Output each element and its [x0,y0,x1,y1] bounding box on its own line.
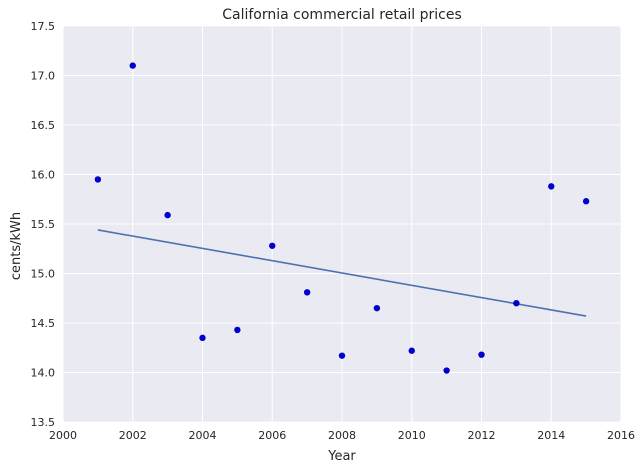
data-point [443,367,450,374]
scatter-points [94,62,590,374]
x-tick-label: 2002 [119,429,147,442]
y-tick-label: 13.5 [31,416,56,429]
data-point [338,352,346,359]
trend-line [97,229,587,317]
y-tick-label: 17.0 [31,70,56,83]
data-point [129,62,136,69]
y-tick-label: 16.5 [31,119,56,132]
gridlines [62,25,622,423]
y-tick-label: 14.0 [31,367,56,380]
data-point [513,300,520,307]
data-point [94,176,102,183]
y-tick-label: 17.5 [31,20,56,33]
x-tick-label: 2004 [189,429,217,442]
x-tick-label: 2014 [537,429,565,442]
data-point [164,211,171,219]
y-axis-label: cents/kWh [9,212,24,280]
x-tick-label: 2008 [328,429,356,442]
data-point [548,183,555,190]
x-tick-label: 2012 [468,429,496,442]
data-point [199,334,206,342]
y-tick-label: 15.5 [31,218,56,231]
x-axis-ticks: 2000 2002 2004 2006 2008 2010 2012 2014 2016 [49,429,635,442]
trend-line-layer [97,229,587,317]
y-axis-ticks: 13.5 14.0 14.5 15.0 15.5 16.0 16.5 17.0 17.5 [31,20,56,429]
data-point [234,326,241,334]
data-point [408,347,415,354]
data-point [478,351,485,358]
x-tick-label: 2006 [258,429,286,442]
x-tick-label: 2000 [49,429,77,442]
y-tick-label: 15.0 [31,268,56,281]
x-axis-label: Year [327,449,356,464]
data-point [582,198,590,205]
x-tick-label: 2016 [607,429,635,442]
chart-title: California commercial retail prices [222,7,462,23]
data-point [373,304,381,312]
data-point [269,242,276,249]
data-point [303,289,311,296]
y-tick-label: 14.5 [31,317,56,330]
x-tick-label: 2010 [398,429,426,442]
y-tick-label: 16.0 [31,169,56,182]
